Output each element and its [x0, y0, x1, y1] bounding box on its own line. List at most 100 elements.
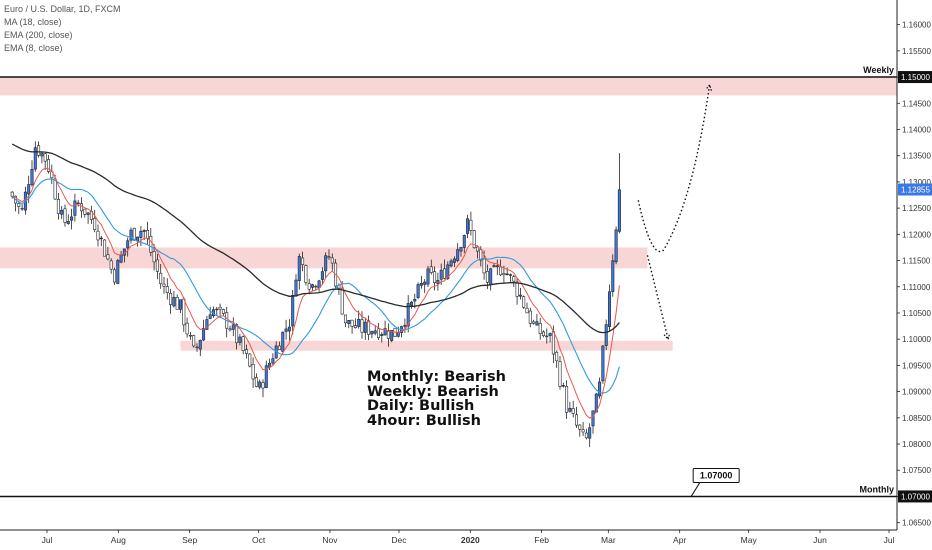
candle-body: [218, 306, 222, 310]
candle-body: [70, 216, 74, 221]
candle-body: [119, 254, 123, 263]
candle-body: [508, 274, 512, 276]
x-tick-label: Aug: [111, 535, 126, 545]
candle-body: [439, 269, 443, 280]
candle-body: [340, 287, 344, 315]
candle: [320, 267, 324, 285]
x-tick-label: Mar: [601, 535, 616, 545]
candle: [251, 357, 255, 388]
candle-body: [327, 256, 331, 258]
candle: [53, 174, 57, 200]
candle: [492, 263, 496, 268]
candle-body: [261, 382, 265, 389]
candle-body: [604, 324, 608, 346]
candle: [46, 155, 50, 174]
candle-body: [489, 268, 493, 285]
callout-box: [692, 467, 740, 483]
candle-body: [617, 189, 621, 232]
y-tick-label: 1.16000: [902, 21, 931, 30]
candle: [578, 424, 582, 437]
candle-body: [426, 268, 430, 285]
candle-body: [492, 265, 496, 268]
candle-body: [40, 152, 44, 157]
candle-body: [482, 258, 486, 274]
candle-body: [231, 324, 235, 330]
candle-body: [264, 365, 268, 388]
candle-body: [178, 299, 182, 310]
candle: [271, 353, 275, 366]
x-tick-label: Feb: [534, 535, 549, 545]
candle-body: [116, 260, 120, 284]
candle-body: [182, 298, 186, 326]
candle: [505, 267, 509, 276]
candle: [380, 332, 384, 343]
candle: [307, 278, 311, 295]
candle-body: [469, 219, 473, 231]
candle: [198, 339, 202, 357]
candle: [601, 345, 605, 384]
candle: [314, 284, 318, 291]
candle: [558, 356, 562, 390]
candle: [287, 319, 291, 341]
candle: [515, 277, 519, 305]
candle-body: [152, 251, 156, 263]
candle: [535, 313, 539, 326]
candle-body: [188, 334, 192, 337]
candle: [555, 350, 559, 368]
candle-body: [512, 276, 516, 282]
candle-body: [350, 319, 354, 327]
candle-body: [347, 320, 351, 324]
candle: [37, 141, 41, 158]
candle-body: [93, 217, 97, 231]
candle-body: [607, 291, 611, 327]
candle-body: [20, 207, 24, 210]
candle: [508, 273, 512, 284]
y-tick-label: 1.13500: [902, 152, 931, 161]
candle-body: [271, 358, 275, 364]
candle: [30, 160, 34, 187]
candle-body: [413, 298, 417, 302]
candle: [462, 234, 466, 254]
candle: [376, 322, 380, 340]
candle-body: [588, 427, 592, 439]
candle: [499, 259, 503, 277]
candle-body: [185, 322, 189, 335]
x-tick-label: Jul: [42, 535, 53, 545]
candle: [56, 192, 60, 220]
candle-body: [310, 284, 314, 288]
analysis-h4: 4hour: Bullish: [367, 412, 481, 429]
candle: [403, 318, 407, 333]
candle-body: [390, 330, 394, 341]
candle: [545, 328, 549, 344]
x-tick-label: Apr: [673, 535, 686, 545]
y-tick-label: 1.11000: [902, 283, 931, 292]
candle-body: [380, 334, 384, 337]
candle: [228, 325, 232, 332]
candle-body: [83, 208, 87, 215]
candle-body: [466, 218, 470, 234]
candle: [297, 253, 301, 290]
candle-body: [555, 351, 559, 362]
candle: [112, 267, 116, 285]
candle-body: [304, 265, 308, 283]
candle: [532, 319, 536, 325]
candle: [459, 246, 463, 257]
y-tick-label: 1.10000: [902, 335, 931, 344]
level-price-tag: 1.07000: [901, 492, 930, 501]
candle: [452, 256, 456, 267]
candle-body: [56, 199, 60, 214]
candle: [541, 330, 545, 338]
analysis-daily: Daily: Bullish: [367, 398, 475, 414]
candle-body: [99, 237, 103, 240]
candle: [373, 325, 377, 336]
candle: [238, 333, 242, 346]
candle-body: [571, 408, 575, 414]
candle: [33, 141, 37, 172]
candle: [525, 302, 529, 314]
analysis-monthly: Monthly: Bearish: [367, 369, 506, 385]
candle-body: [581, 429, 585, 433]
candle: [357, 310, 361, 329]
candle: [561, 382, 565, 388]
candle-body: [79, 203, 83, 212]
